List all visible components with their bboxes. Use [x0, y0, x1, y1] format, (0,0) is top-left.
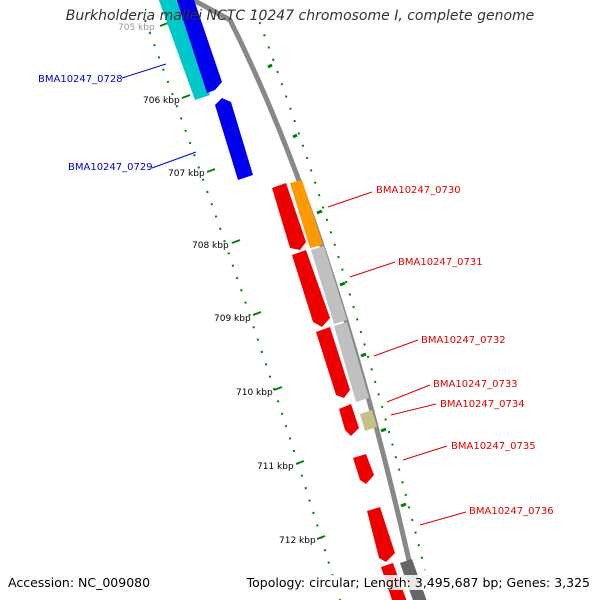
gene-label-0732[interactable]: BMA10247_0732 — [421, 335, 506, 346]
kbp-tick-707 — [206, 168, 216, 173]
leader-lines — [121, 63, 467, 526]
gene-label-0729[interactable]: BMA10247_0729 — [68, 162, 153, 173]
leader-0733 — [386, 384, 431, 403]
kbp-tick-marks — [159, 22, 407, 540]
gene-0733-arrow[interactable] — [339, 404, 359, 436]
kbp-tick-710 — [273, 386, 283, 391]
gene-0732-arrow[interactable] — [316, 327, 350, 398]
gene-0735-arrow[interactable] — [353, 454, 374, 484]
inner-tick — [292, 133, 298, 139]
kbp-tick-705 — [159, 22, 169, 27]
gene-0729-arrow[interactable] — [215, 98, 253, 180]
kbp-tick-706 — [181, 94, 191, 99]
gene-labels: BMA10247_0728 BMA10247_0729 BMA10247_073… — [38, 74, 554, 517]
kbp-labels: 705 kbp 706 kbp 707 kbp 708 kbp 709 kbp … — [118, 23, 316, 546]
forward-genes — [157, 0, 253, 180]
gene-label-0735[interactable]: BMA10247_0735 — [451, 441, 536, 452]
inner-tick — [316, 209, 323, 215]
leader-0732 — [373, 339, 419, 357]
gene-label-0736[interactable]: BMA10247_0736 — [469, 506, 554, 517]
kbp-label-707: 707 kbp — [168, 169, 205, 179]
kbp-tick-711 — [295, 460, 305, 465]
inner-tick — [400, 502, 407, 508]
accession-text: Accession: NC_009080 — [8, 575, 151, 590]
inner-tick — [267, 63, 273, 69]
inner-tick — [339, 281, 346, 287]
leader-0730 — [327, 191, 373, 208]
gene-0732-accent[interactable] — [334, 322, 369, 402]
leader-0731 — [349, 261, 396, 278]
gene-label-0733[interactable]: BMA10247_0733 — [433, 379, 518, 390]
leader-0728 — [121, 63, 167, 79]
gene-0730-accent[interactable] — [290, 180, 323, 248]
leader-0735 — [402, 445, 448, 461]
gene-0736-arrow[interactable] — [367, 507, 395, 562]
gene-0730-arrow[interactable] — [272, 183, 306, 250]
kbp-label-708: 708 kbp — [192, 241, 229, 251]
map-title: Burkholderia mallei NCTC 10247 chromosom… — [65, 8, 535, 24]
gene-label-0734[interactable]: BMA10247_0734 — [440, 399, 525, 410]
gene-label-0731[interactable]: BMA10247_0731 — [398, 257, 483, 268]
genome-summary-text: Topology: circular; Length: 3,495,687 bp… — [246, 575, 590, 590]
inner-tick — [360, 352, 367, 358]
kbp-tick-709 — [252, 311, 262, 316]
kbp-tick-708 — [231, 239, 241, 244]
gene-0728-accent[interactable] — [157, 0, 210, 100]
kbp-label-705: 705 kbp — [118, 23, 155, 33]
kbp-label-712: 712 kbp — [279, 536, 316, 546]
kbp-label-711: 711 kbp — [257, 462, 294, 472]
gene-0731-arrow[interactable] — [292, 250, 330, 327]
gene-label-0730[interactable]: BMA10247_0730 — [376, 185, 461, 196]
gene-label-0728[interactable]: BMA10247_0728 — [38, 74, 123, 85]
kbp-label-706: 706 kbp — [143, 96, 180, 106]
inner-tick — [380, 427, 387, 433]
inner-dotted-track — [254, 9, 426, 571]
leader-0736 — [419, 511, 467, 526]
kbp-label-710: 710 kbp — [236, 388, 273, 398]
kbp-tick-712 — [316, 535, 326, 540]
reverse-genes — [272, 180, 427, 600]
kbp-label-709: 709 kbp — [214, 314, 251, 324]
leader-0734 — [390, 403, 437, 416]
leader-0729 — [151, 151, 197, 169]
gene-0734-accent[interactable] — [360, 410, 377, 431]
gene-0728-arrow[interactable] — [175, 0, 222, 93]
gene-0731-accent[interactable] — [311, 246, 347, 324]
